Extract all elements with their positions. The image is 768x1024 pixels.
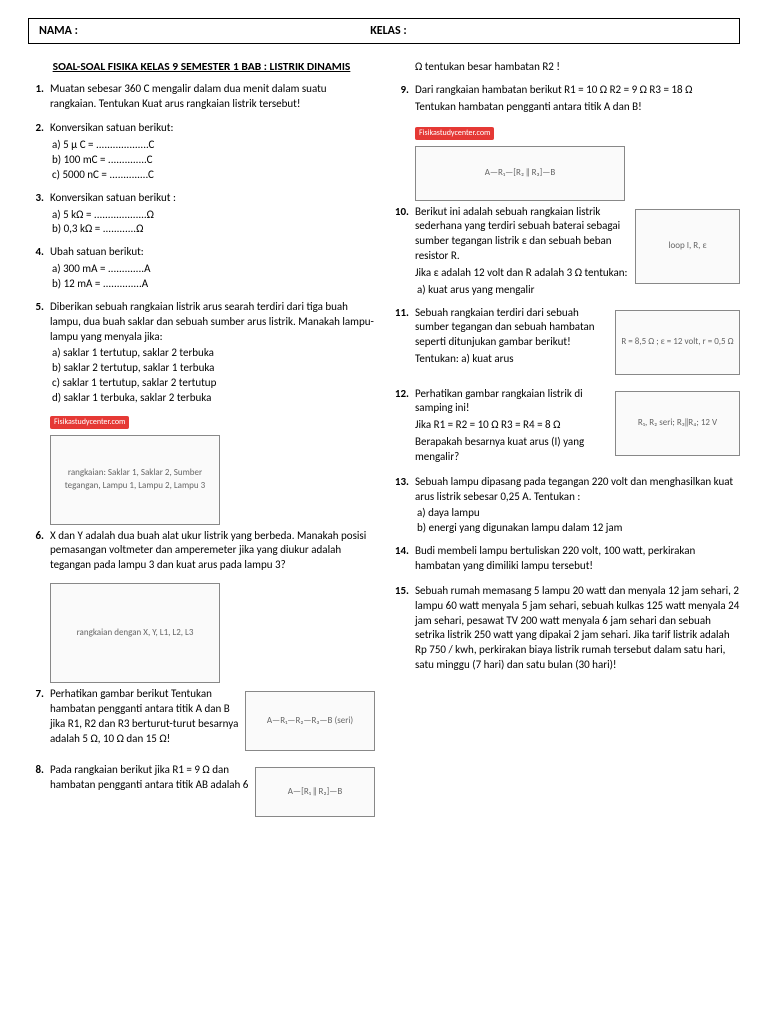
question-7: 7. A—R₁—R₂—R₃—B (seri) Perhatikan gambar… [28, 687, 375, 755]
q4-num: 4. [28, 245, 50, 292]
q2-c: c) 5000 nC = ..............C [50, 168, 375, 183]
q12-circuit-diagram: R₁, R₂ seri; R₃‖R₄; 12 V [615, 391, 740, 456]
q5-a: a) saklar 1 tertutup, saklar 2 terbuka [50, 346, 375, 361]
q13-b: b) energi yang digunakan lampu dalam 12 … [415, 521, 740, 536]
q5-circuit-diagram: rangkaian: Saklar 1, Saklar 2, Sumber te… [50, 435, 220, 525]
q1-num: 1. [28, 82, 50, 114]
question-15: 15. Sebuah rumah memasang 5 lampu 20 wat… [393, 584, 740, 675]
q14-text: Budi membeli lampu bertuliskan 220 volt,… [415, 544, 740, 574]
q6-num: 6. [28, 529, 50, 576]
q5-text: Diberikan sebuah rangkaian listrik arus … [50, 300, 375, 345]
q5-d: d) saklar 1 terbuka, saklar 2 terbuka [50, 391, 375, 406]
q7-circuit-diagram: A—R₁—R₂—R₃—B (seri) [245, 691, 375, 751]
q5-figure: Fisikastudycenter.com rangkaian: Saklar … [28, 414, 375, 525]
nama-label: NAMA : [39, 23, 370, 39]
q9-circuit-diagram: A—R₁—[R₂ ‖ R₃]—B [415, 146, 625, 201]
q3-text: Konversikan satuan berikut : [50, 191, 375, 206]
q14-num: 14. [393, 544, 415, 576]
question-4: 4. Ubah satuan berikut: a) 300 mA = ....… [28, 245, 375, 292]
q9-text2: Tentukan hambatan pengganti antara titik… [415, 100, 740, 115]
q8-num: 8. [28, 763, 50, 821]
q4-b: b) 12 mA = ..............A [50, 277, 375, 292]
worksheet-title: SOAL-SOAL FISIKA KELAS 9 SEMESTER 1 BAB … [28, 60, 375, 76]
q10-circuit-diagram: loop I, R, ε [635, 209, 740, 284]
question-9: 9. Dari rangkaian hambatan berikut R1 = … [393, 83, 740, 117]
question-10: 10. loop I, R, ε Berikut ini adalah sebu… [393, 205, 740, 298]
q2-num: 2. [28, 121, 50, 182]
question-13: 13. Sebuah lampu dipasang pada tegangan … [393, 475, 740, 536]
q12-num: 12. [393, 387, 415, 467]
q3-b: b) 0,3 kΩ = ............Ω [50, 222, 375, 237]
left-column: SOAL-SOAL FISIKA KELAS 9 SEMESTER 1 BAB … [28, 60, 375, 829]
question-12: 12. R₁, R₂ seri; R₃‖R₄; 12 V Perhatikan … [393, 387, 740, 467]
q7-num: 7. [28, 687, 50, 755]
q8-circuit-diagram: A—[R₁ ‖ R₂]—B [255, 767, 375, 817]
q3-a: a) 5 kΩ = ...................Ω [50, 208, 375, 223]
q6-circuit-diagram: rangkaian dengan X, Y, L1, L2, L3 [50, 583, 220, 683]
q10-num: 10. [393, 205, 415, 298]
question-8: 8. A—[R₁ ‖ R₂]—B Pada rangkaian berikut … [28, 763, 375, 821]
q2-text: Konversikan satuan berikut: [50, 121, 375, 136]
q4-a: a) 300 mA = .............A [50, 262, 375, 277]
question-11: 11. R = 8,5 Ω ; ε = 12 volt, r = 0,5 Ω S… [393, 306, 740, 379]
q15-num: 15. [393, 584, 415, 675]
q9-figure: Fisikastudycenter.com A—R₁—[R₂ ‖ R₃]—B [393, 125, 740, 201]
question-3: 3. Konversikan satuan berikut : a) 5 kΩ … [28, 191, 375, 238]
content-columns: SOAL-SOAL FISIKA KELAS 9 SEMESTER 1 BAB … [28, 60, 740, 829]
q11-num: 11. [393, 306, 415, 379]
q4-text: Ubah satuan berikut: [50, 245, 375, 260]
question-1: 1. Muatan sebesar 360 C mengalir dalam d… [28, 82, 375, 114]
q13-a: a) daya lampu [415, 506, 740, 521]
q13-num: 13. [393, 475, 415, 536]
q2-b: b) 100 mC = ..............C [50, 153, 375, 168]
q11-circuit-diagram: R = 8,5 Ω ; ε = 12 volt, r = 0,5 Ω [615, 310, 740, 375]
question-2: 2. Konversikan satuan berikut: a) 5 µ C … [28, 121, 375, 182]
q8-continuation: Ω tentukan besar hambatan R2 ! [393, 60, 740, 75]
question-6: 6. X dan Y adalah dua buah alat ukur lis… [28, 529, 375, 576]
q9-text: Dari rangkaian hambatan berikut R1 = 10 … [415, 83, 740, 98]
q3-num: 3. [28, 191, 50, 238]
q15-text: Sebuah rumah memasang 5 lampu 20 watt da… [415, 584, 740, 673]
question-5: 5. Diberikan sebuah rangkaian listrik ar… [28, 300, 375, 406]
q13-text: Sebuah lampu dipasang pada tegangan 220 … [415, 475, 740, 505]
right-column: Ω tentukan besar hambatan R2 ! 9. Dari r… [393, 60, 740, 829]
q6-text: X dan Y adalah dua buah alat ukur listri… [50, 529, 375, 574]
q2-a: a) 5 µ C = ...................C [50, 138, 375, 153]
source-badge-2: Fisikastudycenter.com [415, 127, 494, 140]
q5-num: 5. [28, 300, 50, 406]
q5-b: b) saklar 2 tertutup, saklar 1 terbuka [50, 361, 375, 376]
q1-text: Muatan sebesar 360 C mengalir dalam dua … [50, 82, 375, 112]
q10-a: a) kuat arus yang mengalir [415, 283, 740, 298]
header-box: NAMA : KELAS : [28, 18, 740, 44]
q9-num: 9. [393, 83, 415, 117]
question-14: 14. Budi membeli lampu bertuliskan 220 v… [393, 544, 740, 576]
source-badge: Fisikastudycenter.com [50, 416, 129, 429]
kelas-label: KELAS : [370, 23, 406, 39]
q5-c: c) saklar 1 tertutup, saklar 2 tertutup [50, 376, 375, 391]
